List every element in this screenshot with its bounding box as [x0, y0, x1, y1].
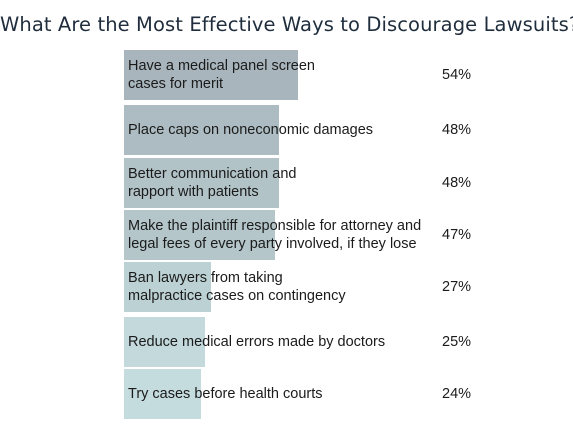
bar: [124, 262, 211, 312]
bar: [124, 369, 201, 419]
bar: [124, 105, 279, 155]
value-label: 47%: [442, 227, 472, 243]
value-label: 27%: [442, 279, 472, 295]
bar: [124, 50, 298, 100]
bar: [124, 158, 279, 208]
bar-row: Ban lawyers from taking malpractice case…: [124, 262, 484, 312]
value-label: 54%: [442, 67, 472, 83]
value-label: 24%: [442, 386, 472, 402]
bar-row: Better communication and rapport with pa…: [124, 158, 484, 208]
category-label: Reduce medical errors made by doctors: [128, 334, 386, 350]
value-label: 48%: [442, 122, 472, 138]
category-label: Place caps on noneconomic damages: [128, 122, 374, 138]
value-label: 25%: [442, 334, 472, 350]
bar-row: Make the plaintiff responsible for attor…: [124, 210, 484, 260]
bar-row: Place caps on noneconomic damages 48%: [124, 105, 484, 155]
bar-row: Have a medical panel screen cases for me…: [124, 50, 484, 100]
category-label: Ban lawyers from taking malpractice case…: [128, 270, 346, 304]
bar: [124, 210, 275, 260]
bar-row: Reduce medical errors made by doctors 25%: [124, 317, 484, 367]
chart-title: What Are the Most Effective Ways to Disc…: [0, 13, 573, 36]
category-label: Have a medical panel screen cases for me…: [128, 58, 315, 92]
category-label: Try cases before health courts: [128, 386, 323, 402]
bar-row: Try cases before health courts 24%: [124, 369, 484, 419]
category-label: Better communication and rapport with pa…: [128, 166, 297, 200]
category-label: Make the plaintiff responsible for attor…: [128, 218, 422, 252]
value-label: 48%: [442, 175, 472, 191]
bar: [124, 317, 205, 367]
